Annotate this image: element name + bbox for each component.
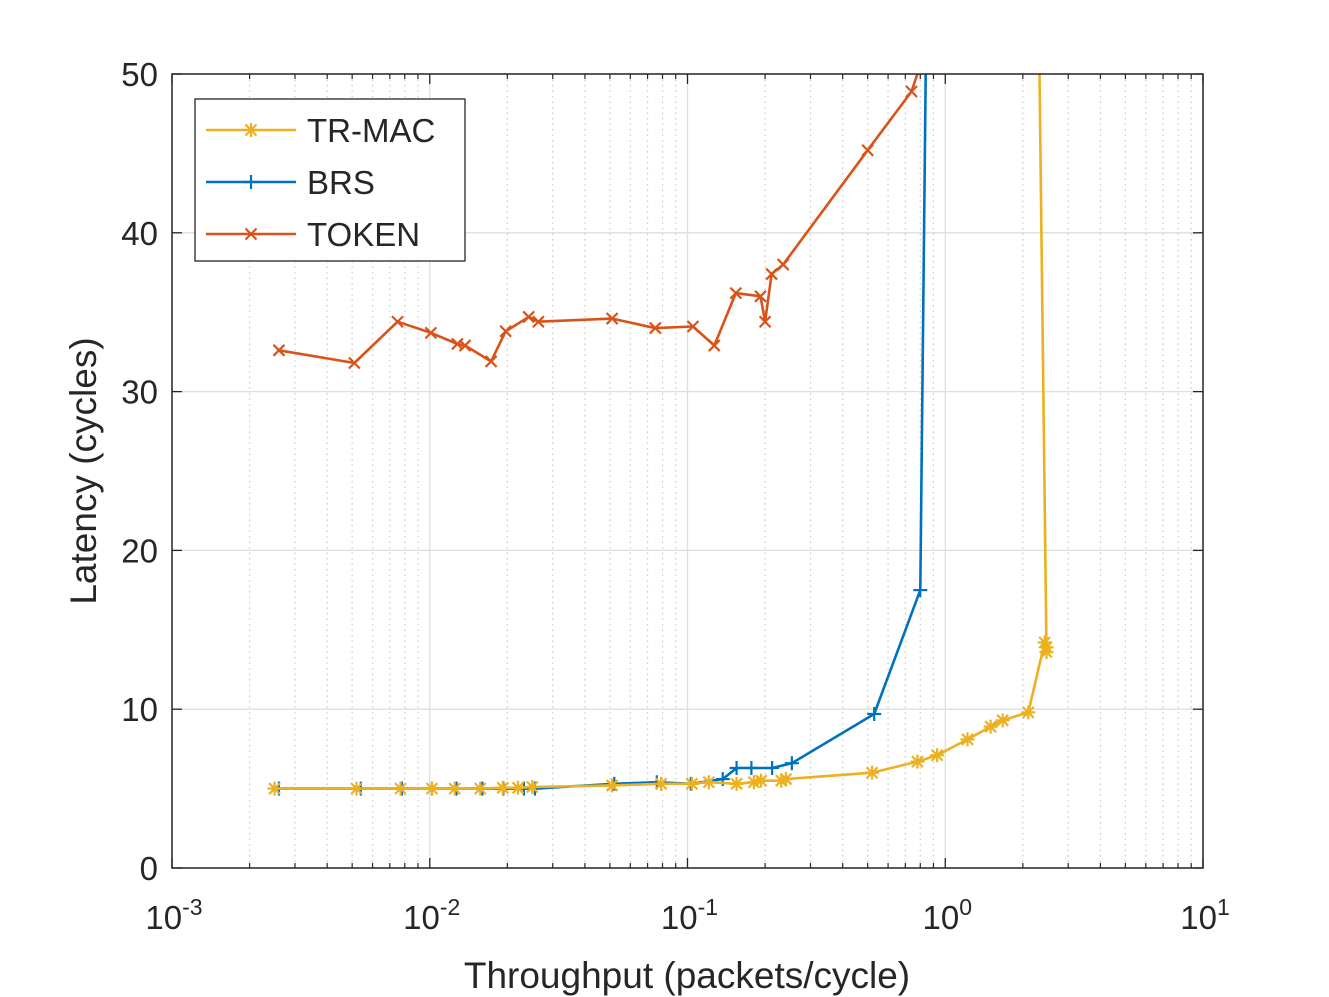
data-point <box>778 772 793 787</box>
data-point <box>865 765 880 780</box>
x-tick-label: 10-3 <box>145 894 202 936</box>
x-tick-label: 10-1 <box>661 894 718 936</box>
data-point <box>707 339 721 352</box>
x-axis-label: Throughput (packets/cycle) <box>464 955 910 996</box>
data-point <box>995 713 1010 728</box>
data-point <box>473 781 488 796</box>
x-tick-label: 10-2 <box>403 894 460 936</box>
data-point <box>684 776 699 791</box>
data-point <box>686 320 700 333</box>
y-tick-label: 10 <box>121 691 158 728</box>
legend-item-tr-mac: TR-MAC <box>206 112 435 149</box>
data-point <box>1021 705 1036 720</box>
data-point <box>605 312 619 325</box>
data-point <box>905 85 918 98</box>
data-point <box>867 706 882 721</box>
data-point <box>960 732 975 747</box>
data-point <box>758 315 772 329</box>
y-tick-label: 30 <box>121 374 158 411</box>
legend-marker <box>244 175 258 189</box>
data-point <box>913 583 928 598</box>
data-point <box>1039 645 1054 660</box>
data-point <box>701 775 716 790</box>
data-point <box>525 780 540 795</box>
data-point <box>391 315 404 329</box>
y-tick-label: 40 <box>121 215 158 252</box>
data-point <box>784 756 799 771</box>
data-point <box>910 754 925 769</box>
legend-label: BRS <box>307 164 375 201</box>
data-point <box>861 143 874 157</box>
data-point <box>499 324 512 338</box>
legend-item-token: TOKEN <box>206 216 420 253</box>
data-point <box>424 326 438 340</box>
data-point <box>495 780 510 795</box>
data-point <box>267 781 282 796</box>
ticks <box>171 73 1204 869</box>
x-tick-label: 101 <box>1180 894 1230 936</box>
data-point <box>930 748 945 763</box>
legend-marker <box>244 123 258 137</box>
legend-label: TOKEN <box>307 216 420 253</box>
data-point <box>776 258 790 271</box>
data-point <box>729 286 743 300</box>
data-point <box>654 776 669 791</box>
y-tick-label: 0 <box>140 850 158 887</box>
data-point <box>272 344 286 357</box>
data-point <box>765 760 780 775</box>
data-point <box>511 780 526 795</box>
y-axis-label: Latency (cycles) <box>63 337 104 604</box>
data-point <box>393 781 408 796</box>
plot-series <box>267 74 1054 796</box>
series-tr-mac <box>267 74 1054 796</box>
data-point <box>424 781 439 796</box>
data-point <box>754 290 767 303</box>
data-point <box>729 776 744 791</box>
data-point <box>729 760 744 775</box>
data-point <box>983 719 998 734</box>
data-point <box>447 781 462 796</box>
y-tick-label: 50 <box>121 56 158 93</box>
data-point <box>754 773 769 788</box>
data-point <box>458 339 472 352</box>
series-token <box>272 74 919 370</box>
data-point <box>765 267 778 281</box>
data-point <box>348 356 361 370</box>
data-point <box>349 781 364 796</box>
legend-item-brs: BRS <box>206 164 375 201</box>
legend-marker <box>244 227 258 241</box>
y-tick-label: 20 <box>121 532 158 569</box>
x-tick-label: 100 <box>922 894 972 936</box>
legend: TR-MAC BRS TOKEN <box>194 98 466 262</box>
data-point <box>605 778 620 793</box>
data-point <box>532 315 545 329</box>
tick-labels: 0 10 20 30 40 50 10-3 10-2 10-1 100 101 <box>121 56 1229 936</box>
legend-label: TR-MAC <box>307 112 435 149</box>
data-point <box>744 760 759 775</box>
data-point <box>484 355 498 368</box>
data-point <box>649 321 662 335</box>
data-point <box>522 310 535 324</box>
